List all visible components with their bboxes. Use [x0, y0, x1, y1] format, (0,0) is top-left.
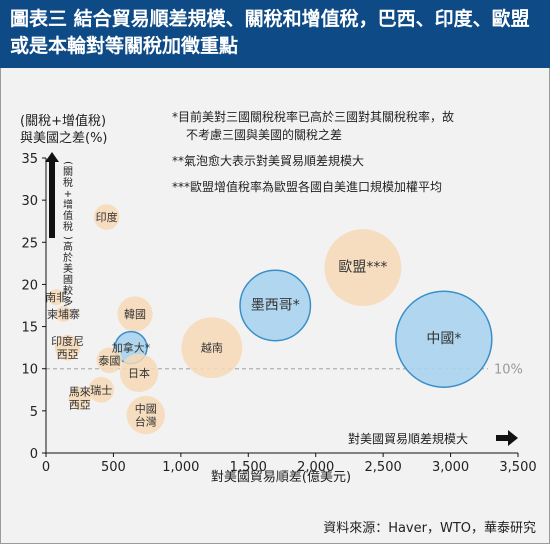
y-arrow-icon: [45, 152, 59, 238]
title-bar: 圖表三 結合貿易順差規模、關稅和增值稅，巴西、印度、歐盟或是本輪對等關稅加徵重點: [0, 0, 550, 68]
bubble-label-line: 加拿大*: [112, 341, 151, 355]
bubble-label-馬來西亞: 馬來西亞: [69, 386, 91, 412]
bubble-中國台灣: [126, 395, 165, 435]
bubble-泰國: [96, 347, 123, 374]
y-arrow-label-char: (: [62, 161, 73, 165]
bubble-label-泰國: 泰國: [98, 353, 120, 367]
y-arrow-label-char: 較: [63, 284, 73, 297]
x-arrow-label: 對美國貿易順差規模大: [348, 431, 468, 446]
y-arrow-label-char: 多: [63, 295, 73, 308]
bubble-label-line: 泰國: [98, 353, 120, 367]
y-arrow-label-char: 稅: [63, 177, 73, 189]
bubble-label-line: 印度: [96, 210, 118, 224]
note-1: *目前美對三國關稅稅率已高於三國對其關稅稅率，故: [172, 109, 454, 124]
bubble-越南: [181, 317, 243, 379]
bubble-label-歐盟***: 歐盟***: [338, 260, 387, 276]
source-note: 資料來源：Haver，WTO，華泰研究: [323, 521, 536, 536]
y-arrow-label-char: 於: [63, 251, 73, 264]
bubble-label-line: 印度尼: [51, 334, 84, 348]
bubble-柬埔寨: [55, 305, 72, 322]
bubble-label-印度尼西亞: 印度尼西亞: [51, 334, 84, 361]
bubbles-layer: [48, 204, 493, 435]
x-arrow-icon: [496, 430, 518, 446]
x-tick-label: 0: [42, 460, 50, 475]
bubble-label-中國台灣: 中國台灣: [135, 403, 157, 429]
y-tick-label: 10: [21, 363, 38, 378]
y-arrow-label-char: +: [64, 189, 72, 200]
y-axis-label-line1: (關稅+增值稅): [20, 113, 106, 129]
bubble-墨西哥*: [239, 269, 312, 342]
x-tick-label: 1,000: [162, 460, 199, 475]
note-3: **氣泡愈大表示對美貿易順差規模大: [172, 153, 364, 168]
y-arrow-label-char: 美: [63, 262, 73, 275]
bubble-label-line: 西亞: [69, 399, 91, 412]
y-axis-label-line2: 與美國之差(%): [20, 131, 108, 146]
bubble-label-墨西哥*: 墨西哥*: [251, 298, 300, 314]
bubble-label-line: 墨西哥*: [251, 298, 300, 314]
bubble-label-line: 西亞: [57, 348, 79, 361]
bubble-label-line: 瑞士: [90, 383, 112, 397]
axes: 0 5 10 15 20 25 30 35 0 500 1,000 1,500 2,000 2,500 3,…: [21, 152, 537, 475]
y-tick-label: 25: [21, 236, 38, 251]
bubble-中國*: [395, 290, 493, 388]
bubble-label-瑞士: 瑞士: [90, 383, 112, 397]
x-tick-label: 2,500: [365, 460, 402, 475]
y-arrow-label-char: 增: [63, 198, 73, 211]
x-tick-label: 500: [101, 460, 126, 475]
chart-title: 圖表三 結合貿易順差規模、關稅和增值稅，巴西、印度、歐盟或是本輪對等關稅加徵重點: [10, 8, 530, 57]
reference-line-label: 10%: [494, 363, 523, 378]
grid: 10%: [46, 363, 523, 378]
y-tick-label: 0: [30, 447, 38, 462]
bubble-label-加拿大*: 加拿大*: [112, 341, 151, 355]
bubble-label-line: 韓國: [124, 308, 146, 321]
y-arrow-label-char: 值: [63, 209, 73, 222]
bubble-label-line: 歐盟***: [338, 260, 387, 276]
bubble-歐盟***: [324, 229, 402, 306]
bubble-label-韓國: 韓國: [124, 308, 146, 321]
y-tick-label: 5: [30, 405, 38, 420]
note-2: 不考慮三國與美國的關稅之差: [186, 127, 342, 142]
bubble-南非: [48, 289, 65, 306]
bubble-label-印度: 印度: [96, 210, 118, 224]
x-tick-label: 2,000: [297, 460, 334, 475]
y-tick-label: 20: [21, 278, 38, 293]
bubble-label-line: 越南: [201, 341, 223, 355]
x-axis-label: 對美國貿易順差(億美元): [211, 469, 351, 485]
y-arrow-label-char: 國: [63, 274, 73, 286]
bubble-日本: [119, 353, 159, 393]
bubble-label-line: 馬來: [69, 386, 91, 399]
bubble-label-line: 柬埔寨: [47, 307, 80, 321]
bubble-label-南非: 南非: [45, 291, 67, 304]
bubble-label-line: 日本: [128, 366, 150, 380]
x-tick-label: 3,500: [499, 460, 536, 475]
note-4: ***歐盟增值稅率為歐盟各國自美進口規模加權平均: [172, 179, 442, 194]
bubble-label-line: 中國: [135, 403, 157, 416]
y-tick-label: 35: [21, 152, 38, 167]
bubble-label-line: 中國*: [426, 331, 461, 347]
bubble-印度尼西亞: [54, 334, 81, 361]
bubble-韓國: [117, 296, 153, 332]
y-arrow-label-char: 稅: [63, 221, 73, 233]
y-tick-label: 15: [21, 321, 38, 336]
y-tick-label: 30: [21, 194, 38, 209]
bubble-瑞士: [88, 376, 115, 403]
y-arrow-label-char: 關: [63, 166, 73, 178]
x-tick-label: 1,500: [230, 460, 267, 475]
x-tick-label: 3,000: [432, 460, 469, 475]
bubble-label-line: 台灣: [135, 415, 157, 429]
y-arrow-label-char: ): [62, 236, 73, 240]
bubble-馬來西亞: [68, 387, 91, 410]
bubble-印度: [93, 204, 120, 230]
bubble-label-中國*: 中國*: [426, 331, 461, 347]
bubble-label-line: 南非: [45, 291, 67, 304]
bubble-label-柬埔寨: 柬埔寨: [47, 307, 80, 321]
bubble-label-越南: 越南: [201, 341, 223, 355]
y-arrow-label-char: 高: [63, 240, 73, 253]
bubble-label-日本: 日本: [128, 366, 150, 380]
